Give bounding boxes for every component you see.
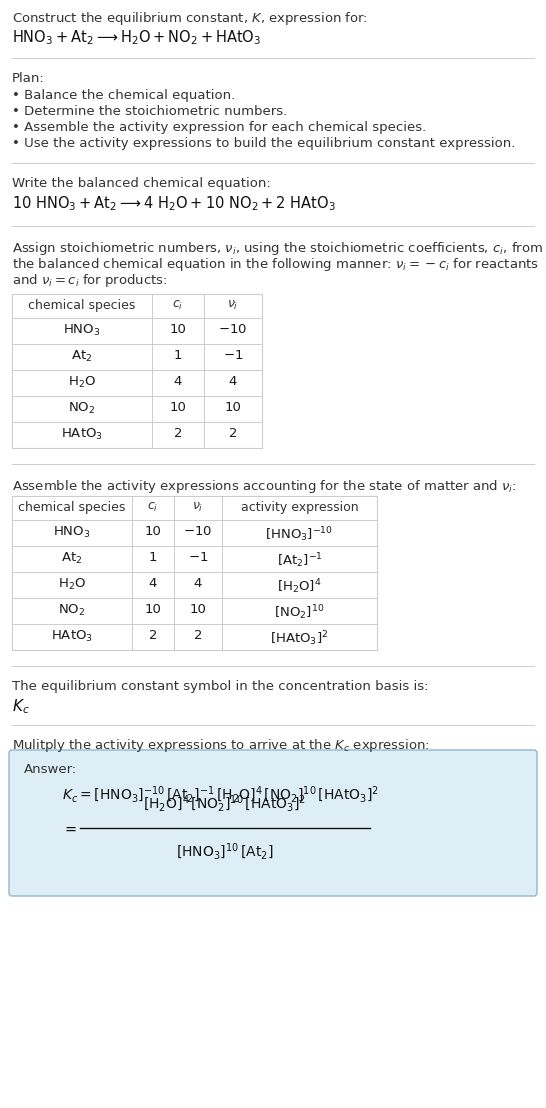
Text: 2: 2 [174, 427, 182, 440]
Text: $\nu_i$: $\nu_i$ [192, 501, 204, 514]
Text: chemical species: chemical species [28, 299, 136, 312]
Text: Mulitply the activity expressions to arrive at the $K_c$ expression:: Mulitply the activity expressions to arr… [12, 737, 430, 755]
Text: The equilibrium constant symbol in the concentration basis is:: The equilibrium constant symbol in the c… [12, 680, 429, 692]
Text: 4: 4 [149, 577, 157, 589]
Text: $[\mathrm{NO_2}]^{10}$: $[\mathrm{NO_2}]^{10}$ [274, 603, 325, 622]
Text: $-1$: $-1$ [188, 551, 208, 564]
Text: $\mathrm{HAtO_3}$: $\mathrm{HAtO_3}$ [51, 629, 93, 644]
Text: 1: 1 [149, 551, 157, 564]
Text: 10: 10 [145, 525, 162, 538]
FancyBboxPatch shape [9, 750, 537, 896]
Text: the balanced chemical equation in the following manner: $\nu_i = -c_i$ for react: the balanced chemical equation in the fo… [12, 256, 539, 273]
Text: 10: 10 [170, 401, 186, 414]
Bar [12, 496, 377, 650]
Text: $\mathrm{HAtO_3}$: $\mathrm{HAtO_3}$ [61, 427, 103, 442]
Text: • Use the activity expressions to build the equilibrium constant expression.: • Use the activity expressions to build … [12, 137, 515, 150]
Text: 4: 4 [174, 375, 182, 388]
Text: $\mathrm{NO_2}$: $\mathrm{NO_2}$ [58, 603, 86, 618]
Text: $[\mathrm{H_2O}]^{4}$: $[\mathrm{H_2O}]^{4}$ [277, 577, 322, 596]
Text: $=$: $=$ [62, 821, 78, 835]
Text: $\nu_i$: $\nu_i$ [227, 299, 239, 312]
Text: Assign stoichiometric numbers, $\nu_i$, using the stoichiometric coefficients, $: Assign stoichiometric numbers, $\nu_i$, … [12, 240, 543, 257]
Text: Answer:: Answer: [24, 763, 77, 776]
Text: $-10$: $-10$ [218, 324, 247, 336]
Text: $\mathrm{10\ HNO_3 + At_2 \longrightarrow 4\ H_2O + 10\ NO_2 + 2\ HAtO_3}$: $\mathrm{10\ HNO_3 + At_2 \longrightarro… [12, 194, 336, 213]
Text: Construct the equilibrium constant, $K$, expression for:: Construct the equilibrium constant, $K$,… [12, 10, 368, 27]
Text: $c_i$: $c_i$ [147, 501, 159, 514]
Text: $\mathrm{At_2}$: $\mathrm{At_2}$ [61, 551, 82, 566]
Text: 10: 10 [224, 401, 241, 414]
Text: $K_c = [\mathrm{HNO_3}]^{-10}\,[\mathrm{At_2}]^{-1}\,[\mathrm{H_2O}]^{4}\,[\math: $K_c = [\mathrm{HNO_3}]^{-10}\,[\mathrm{… [62, 784, 379, 806]
Bar [12, 294, 262, 448]
Text: $K_c$: $K_c$ [12, 697, 29, 716]
Text: $[\mathrm{At_2}]^{-1}$: $[\mathrm{At_2}]^{-1}$ [277, 551, 323, 570]
Text: Assemble the activity expressions accounting for the state of matter and $\nu_i$: Assemble the activity expressions accoun… [12, 478, 517, 495]
Text: 4: 4 [229, 375, 237, 388]
Text: • Determine the stoichiometric numbers.: • Determine the stoichiometric numbers. [12, 105, 287, 117]
Text: $\mathrm{H_2O}$: $\mathrm{H_2O}$ [58, 577, 86, 592]
Text: • Balance the chemical equation.: • Balance the chemical equation. [12, 89, 235, 102]
Text: $\mathrm{NO_2}$: $\mathrm{NO_2}$ [68, 401, 96, 417]
Text: $\mathrm{HNO_3}$: $\mathrm{HNO_3}$ [53, 525, 91, 540]
Text: $\mathrm{H_2O}$: $\mathrm{H_2O}$ [68, 375, 96, 390]
Text: • Assemble the activity expression for each chemical species.: • Assemble the activity expression for e… [12, 121, 426, 134]
Text: $\mathrm{HNO_3 + At_2 \longrightarrow H_2O + NO_2 + HAtO_3}$: $\mathrm{HNO_3 + At_2 \longrightarrow H_… [12, 28, 261, 47]
Text: chemical species: chemical species [19, 501, 126, 514]
Text: $-10$: $-10$ [183, 525, 212, 538]
Text: 1: 1 [174, 349, 182, 362]
Text: 2: 2 [194, 629, 202, 642]
Text: 2: 2 [149, 629, 157, 642]
Text: activity expression: activity expression [241, 501, 358, 514]
Text: and $\nu_i = c_i$ for products:: and $\nu_i = c_i$ for products: [12, 271, 168, 289]
Text: $-1$: $-1$ [223, 349, 243, 362]
Text: $\mathrm{At_2}$: $\mathrm{At_2}$ [72, 349, 93, 365]
Text: $[\mathrm{HNO_3}]^{-10}$: $[\mathrm{HNO_3}]^{-10}$ [265, 525, 334, 544]
Text: Plan:: Plan: [12, 72, 45, 85]
Text: Write the balanced chemical equation:: Write the balanced chemical equation: [12, 177, 271, 189]
Text: 2: 2 [229, 427, 238, 440]
Text: $[\mathrm{HNO_3}]^{10}\,[\mathrm{At_2}]$: $[\mathrm{HNO_3}]^{10}\,[\mathrm{At_2}]$ [176, 842, 274, 862]
Text: $[\mathrm{HAtO_3}]^{2}$: $[\mathrm{HAtO_3}]^{2}$ [270, 629, 329, 648]
Text: 4: 4 [194, 577, 202, 589]
Text: $\mathrm{HNO_3}$: $\mathrm{HNO_3}$ [63, 324, 101, 338]
Text: $c_i$: $c_i$ [173, 299, 183, 312]
Text: 10: 10 [189, 603, 206, 616]
Text: $[\mathrm{H_2O}]^{4}\,[\mathrm{NO_2}]^{10}\,[\mathrm{HAtO_3}]^{2}$: $[\mathrm{H_2O}]^{4}\,[\mathrm{NO_2}]^{1… [144, 793, 306, 814]
Text: 10: 10 [170, 324, 186, 336]
Text: 10: 10 [145, 603, 162, 616]
